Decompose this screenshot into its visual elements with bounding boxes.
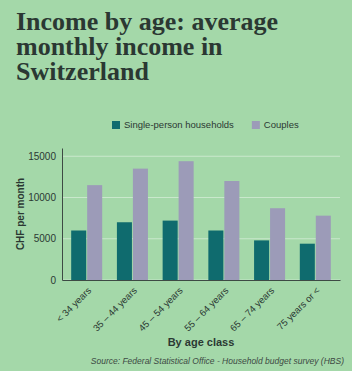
bar: [300, 244, 315, 280]
chart: Income by age: averagemonthly income inS…: [0, 0, 352, 371]
y-tick: 10000: [28, 192, 62, 203]
legend-label: Couples: [264, 119, 299, 130]
bar: [179, 161, 194, 280]
y-axis: 0 5000 10000 15000: [28, 149, 62, 286]
x-axis-title: By age class: [168, 336, 235, 348]
x-tick-label: 45 – 54 years: [136, 285, 185, 334]
source: Source: Federal Statistical Office - Hou…: [91, 356, 344, 366]
legend-swatch: [252, 121, 260, 129]
y-tick: 5000: [34, 233, 62, 244]
y-tick: 0: [50, 275, 62, 286]
grid-line: [62, 197, 340, 198]
x-tick-label: 55 – 64 years: [182, 285, 231, 334]
x-tick: 45 – 54 years: [136, 280, 185, 333]
series: [87, 161, 331, 280]
grid-line: [62, 238, 340, 239]
x-tick-label: 75 years or <: [275, 285, 322, 332]
y-tick-label: 0: [50, 275, 56, 286]
legend-item: Single-person households: [112, 119, 234, 130]
y-tick-label: 5000: [34, 233, 57, 244]
title: Income by age: averagemonthly income inS…: [16, 7, 278, 86]
bar: [117, 222, 132, 280]
bars: [71, 161, 331, 280]
x-tick: < 34 years: [54, 280, 94, 324]
legend-item: Couples: [252, 119, 299, 130]
x-tick: 55 – 64 years: [182, 280, 231, 333]
grid-line: [62, 156, 340, 157]
x-axis: < 34 years35 – 44 years45 – 54 years55 –…: [54, 280, 341, 333]
bar: [208, 231, 223, 281]
grid: [62, 156, 340, 280]
bar: [71, 231, 86, 281]
legend-label: Single-person households: [124, 119, 234, 130]
legend: Single-person households Couples: [112, 119, 299, 130]
y-tick: 15000: [28, 151, 62, 162]
x-axis-line: [63, 280, 341, 281]
legend-swatch: [112, 121, 120, 129]
bar: [87, 185, 102, 280]
title-line: Switzerland: [16, 57, 149, 86]
y-axis-title: CHF per month: [15, 178, 26, 250]
y-tick-label: 10000: [28, 192, 56, 203]
y-tick-label: 15000: [28, 151, 56, 162]
bar: [270, 208, 285, 280]
bar: [254, 240, 269, 280]
x-tick-label: 65 – 74 years: [228, 285, 277, 334]
bar: [224, 181, 239, 280]
grid-line: [62, 280, 340, 281]
x-tick: 75 years or <: [275, 280, 322, 332]
x-tick-label: 35 – 44 years: [91, 285, 140, 334]
plot: 0 5000 10000 15000 < 34 years35 – 44 years45…: [28, 149, 340, 334]
bar: [316, 216, 331, 280]
x-tick-label: < 34 years: [54, 285, 94, 325]
bar: [163, 221, 178, 280]
y-axis-line: [62, 149, 63, 281]
x-tick: 35 – 44 years: [91, 280, 140, 333]
bar: [133, 169, 148, 280]
x-tick: 65 – 74 years: [228, 280, 277, 333]
background: [0, 0, 352, 371]
